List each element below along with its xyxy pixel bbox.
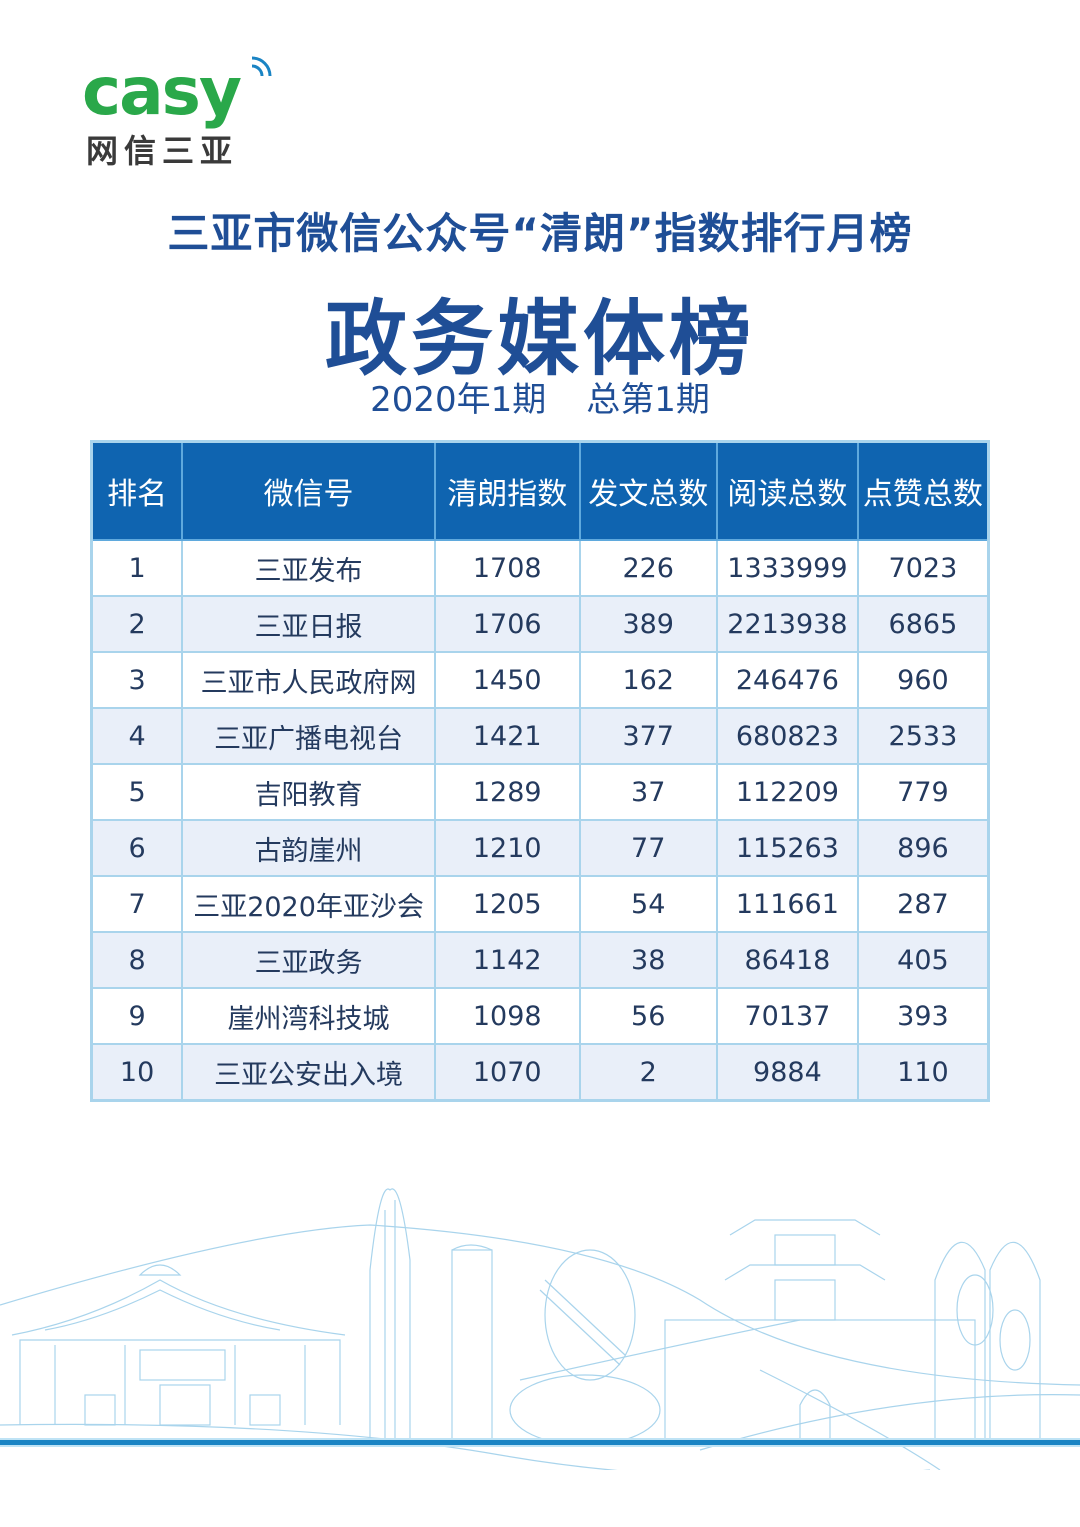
issue-line: 2020年1期 总第1期 [0,372,1080,421]
table-row: 10 三亚公安出入境 1070 2 9884 110 [90,1043,990,1102]
account-cell: 三亚日报 [181,595,436,653]
table-row: 6 古韵崖州 1210 77 115263 896 [90,819,990,877]
wifi-signal-icon [251,56,272,77]
rank-cell: 5 [90,763,184,821]
account-cell: 三亚广播电视台 [181,707,436,765]
reads-cell: 111661 [715,875,859,933]
table-row: 3 三亚市人民政府网 1450 162 246476 960 [90,651,990,709]
index-cell: 1706 [433,595,581,653]
issue-number: 2020年1期 [370,380,547,420]
index-cell: 1421 [433,707,581,765]
account-cell: 三亚2020年亚沙会 [181,875,436,933]
rank-cell: 8 [90,931,184,989]
reads-cell: 70137 [715,987,859,1045]
table-row: 9 崖州湾科技城 1098 56 70137 393 [90,987,990,1045]
index-cell: 1142 [433,931,581,989]
logo-subtitle: 网信三亚 [86,132,239,170]
likes-cell: 779 [856,763,990,821]
rank-cell: 6 [90,819,184,877]
likes-cell: 896 [856,819,990,877]
likes-cell: 960 [856,651,990,709]
posts-cell: 37 [578,763,718,821]
rank-cell: 1 [90,539,184,597]
index-cell: 1210 [433,819,581,877]
rank-cell: 9 [90,987,184,1045]
category-title: 政务媒体榜 [324,292,755,387]
likes-cell: 2533 [856,707,990,765]
account-cell: 吉阳教育 [181,763,436,821]
total-issue-number: 总第1期 [586,380,710,420]
reads-cell: 86418 [715,931,859,989]
index-cell: 1289 [433,763,581,821]
account-cell: 三亚市人民政府网 [181,651,436,709]
posts-cell: 54 [578,875,718,933]
account-cell: 古韵崖州 [181,819,436,877]
reads-cell: 9884 [715,1043,859,1102]
likes-cell: 287 [856,875,990,933]
rank-cell: 10 [90,1043,184,1102]
likes-cell: 6865 [856,595,990,653]
posts-cell: 38 [578,931,718,989]
table-row: 7 三亚2020年亚沙会 1205 54 111661 287 [90,875,990,933]
reads-cell: 112209 [715,763,859,821]
table-row: 8 三亚政务 1142 38 86418 405 [90,931,990,989]
bottom-divider [0,1440,1080,1445]
posts-cell: 389 [578,595,718,653]
posts-cell: 56 [578,987,718,1045]
index-cell: 1098 [433,987,581,1045]
reads-cell: 1333999 [715,539,859,597]
table-row: 1 三亚发布 1708 226 1333999 7023 [90,539,990,597]
index-cell: 1205 [433,875,581,933]
city-skyline-illustration [0,1188,1080,1470]
column-header-rank: 排名 [90,440,184,541]
index-cell: 1450 [433,651,581,709]
logo-wordmark: casy [82,53,242,130]
table-row: 4 三亚广播电视台 1421 377 680823 2533 [90,707,990,765]
column-header-index: 清朗指数 [433,440,581,541]
account-cell: 崖州湾科技城 [181,987,436,1045]
reads-cell: 2213938 [715,595,859,653]
account-cell: 三亚公安出入境 [181,1043,436,1102]
reads-cell: 115263 [715,819,859,877]
posts-cell: 77 [578,819,718,877]
account-cell: 三亚政务 [181,931,436,989]
posts-cell: 377 [578,707,718,765]
rank-cell: 2 [90,595,184,653]
rank-cell: 4 [90,707,184,765]
likes-cell: 405 [856,931,990,989]
index-cell: 1708 [433,539,581,597]
column-header-posts: 发文总数 [578,440,718,541]
casy-logo: casy 网信三亚 [82,52,282,170]
column-header-likes: 点赞总数 [856,440,990,541]
likes-cell: 110 [856,1043,990,1102]
table-header-row: 排名 微信号 清朗指数 发文总数 阅读总数 点赞总数 [90,440,990,541]
ranking-table: 排名 微信号 清朗指数 发文总数 阅读总数 点赞总数 1 三亚发布 1708 2… [90,440,990,1102]
table-row: 5 吉阳教育 1289 37 112209 779 [90,763,990,821]
posts-cell: 226 [578,539,718,597]
posts-cell: 2 [578,1043,718,1102]
table-row: 2 三亚日报 1706 389 2213938 6865 [90,595,990,653]
column-header-account: 微信号 [181,440,436,541]
reads-cell: 680823 [715,707,859,765]
report-title: 三亚市微信公众号“清朗”指数排行月榜 [167,209,913,258]
likes-cell: 7023 [856,539,990,597]
posts-cell: 162 [578,651,718,709]
account-cell: 三亚发布 [181,539,436,597]
index-cell: 1070 [433,1043,581,1102]
column-header-reads: 阅读总数 [715,440,859,541]
reads-cell: 246476 [715,651,859,709]
rank-cell: 3 [90,651,184,709]
likes-cell: 393 [856,987,990,1045]
rank-cell: 7 [90,875,184,933]
